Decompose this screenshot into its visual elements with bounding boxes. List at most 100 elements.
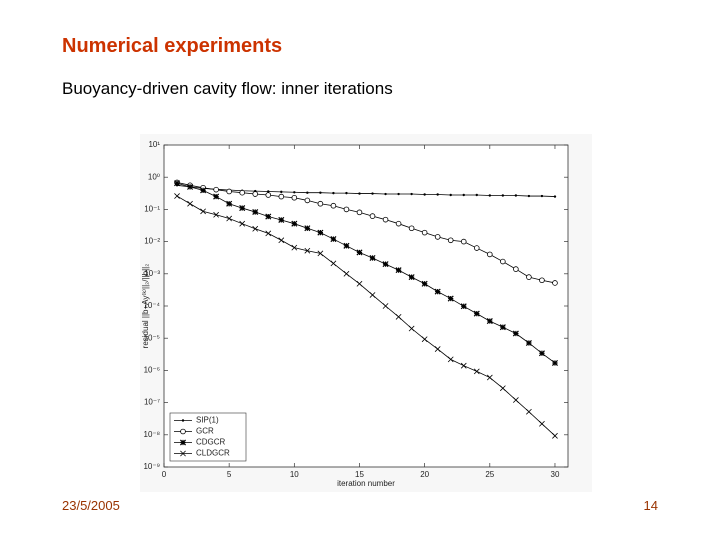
marker [513,266,519,272]
marker [200,187,207,194]
marker [278,237,285,244]
marker [226,215,233,222]
x-tick-label: 0 [162,470,167,479]
marker [265,230,272,237]
marker [291,194,298,201]
marker [369,254,376,262]
marker [434,346,441,352]
marker [499,385,506,392]
marker [332,191,335,195]
marker [447,237,454,244]
marker [540,194,544,198]
marker [304,247,311,254]
legend-marker [180,450,186,457]
legend-label: CDGCR [196,438,226,447]
series-line [176,182,556,364]
marker [317,250,324,257]
marker [553,195,557,198]
marker [475,193,478,197]
x-tick-label: 15 [355,470,364,479]
marker [319,191,322,194]
page-number: 14 [643,498,658,513]
marker [306,191,309,194]
y-tick-label: 10⁻⁴ [143,301,160,310]
marker [486,318,493,325]
marker [187,183,194,190]
legend-label: GCR [196,427,214,436]
marker [252,191,259,197]
marker [447,356,454,363]
y-tick-label: 10⁻⁷ [144,398,160,407]
marker [486,374,493,381]
marker [408,325,415,332]
marker [539,420,545,427]
marker [501,194,505,197]
marker [304,197,311,204]
marker [345,191,348,195]
marker [397,192,400,196]
marker [382,261,389,268]
marker [330,236,337,243]
marker [265,192,272,198]
marker [473,368,480,375]
marker [317,229,324,236]
marker [293,191,296,194]
series-line [176,184,555,197]
marker [330,202,337,209]
x-tick-label: 5 [227,470,232,479]
marker [252,208,259,216]
legend-marker [181,419,185,422]
marker [525,339,532,347]
marker [291,220,298,227]
marker [384,192,387,196]
marker [460,238,467,245]
y-tick-label: 10⁻⁵ [144,333,160,342]
x-tick-label: 30 [551,470,560,479]
legend-label: CLDGCR [196,449,230,458]
marker [449,193,452,197]
marker [434,234,441,240]
x-axis-label: iteration number [337,479,395,488]
marker [499,324,506,331]
slide-title: Numerical experiments [62,35,283,57]
marker [343,270,350,277]
marker [539,277,545,284]
marker [408,274,415,281]
x-tick-label: 25 [485,470,494,479]
marker [410,192,413,196]
legend-marker [180,428,186,435]
footer-date: 23/5/2005 [62,498,120,513]
marker [267,190,270,193]
legend: SIP(1) GCR CDGCR CLDGCR [169,412,247,462]
y-tick-label: 10⁻⁶ [144,366,160,375]
marker [200,208,206,215]
marker [343,242,350,249]
marker [460,362,467,369]
x-tick-label: 20 [420,470,429,479]
marker [278,216,285,223]
y-tick-label: 10⁻² [144,237,160,246]
marker [487,251,493,258]
y-axis-label: residual ||b−Ay⁽ᵏ⁾||₂/||b||₂ [141,264,150,349]
y-tick-label: 10⁻³ [144,269,160,278]
marker [330,260,337,267]
marker [356,209,363,216]
marker [239,189,245,196]
marker [291,244,298,251]
marker [421,229,428,236]
marker [280,190,283,194]
marker [174,193,180,199]
marker [369,213,376,219]
marker [473,310,480,317]
marker [382,303,389,309]
marker [551,359,558,367]
marker [278,193,285,200]
marker [408,225,415,232]
legend-label: SIP(1) [196,416,219,425]
marker [174,180,181,187]
marker [423,193,426,196]
marker [213,193,220,200]
marker [395,220,402,227]
marker [356,249,363,256]
